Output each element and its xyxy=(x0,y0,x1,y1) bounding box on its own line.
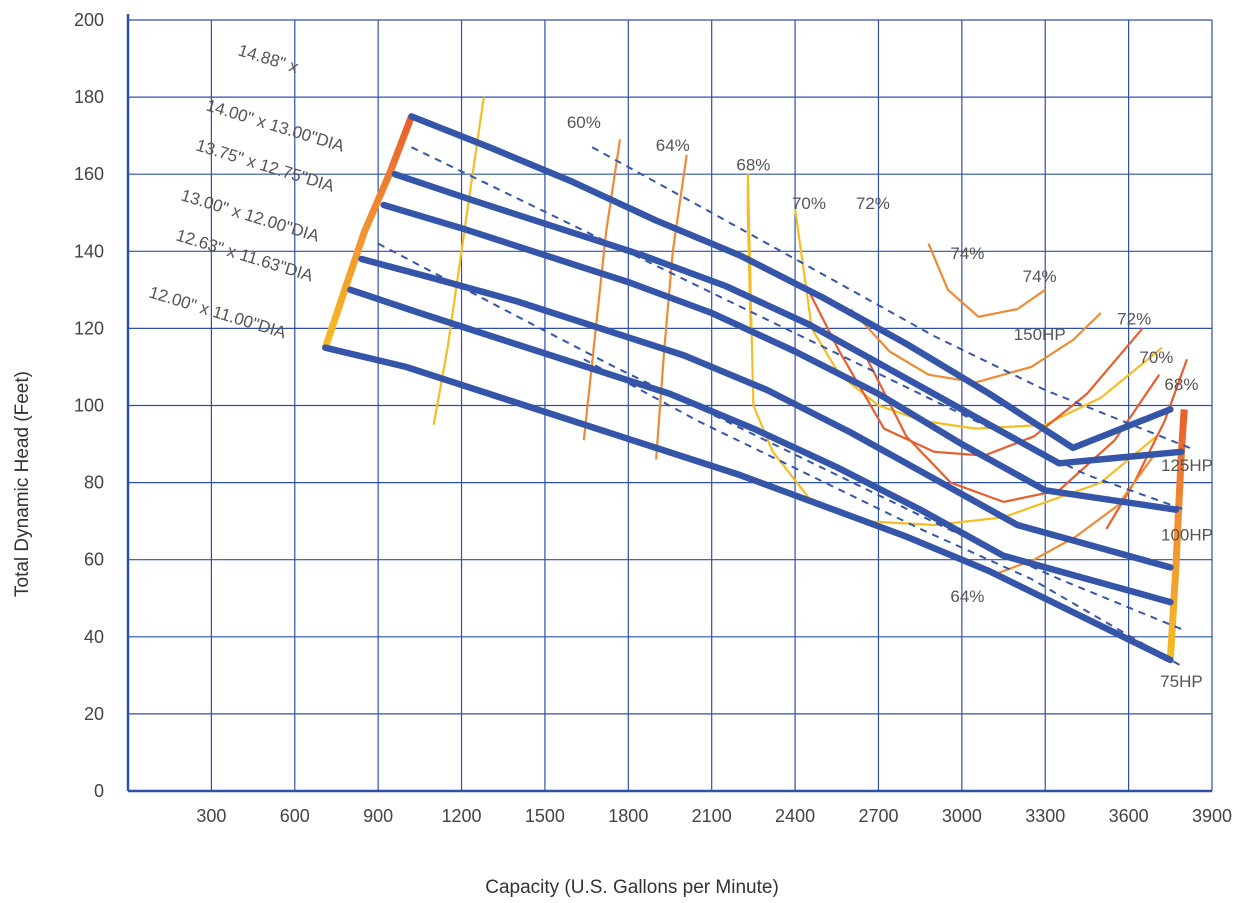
efficiency-label: 70% xyxy=(1139,348,1173,367)
impeller-curve xyxy=(391,170,1185,467)
efficiency-label: 68% xyxy=(1164,375,1198,394)
y-tick-label: 120 xyxy=(74,318,104,338)
y-tick-label: 100 xyxy=(74,396,104,416)
efficiency-curve xyxy=(582,139,622,441)
y-tick-label: 60 xyxy=(84,550,104,570)
efficiency-label: 72% xyxy=(1117,310,1151,329)
y-tick-label: 180 xyxy=(74,87,104,107)
efficiency-label: 74% xyxy=(950,244,984,263)
efficiency-curve xyxy=(746,173,1158,527)
y-axis-label: Total Dynamic Head (Feet) xyxy=(12,371,33,597)
x-tick-label: 1800 xyxy=(608,806,648,826)
x-tick-label: 900 xyxy=(363,806,393,826)
horsepower-label: 75HP xyxy=(1160,672,1203,691)
x-tick-label: 3000 xyxy=(942,806,982,826)
horsepower-lines xyxy=(377,146,1191,669)
y-tick-label: 160 xyxy=(74,164,104,184)
x-tick-label: 1500 xyxy=(525,806,565,826)
x-tick-label: 1200 xyxy=(442,806,482,826)
x-axis-label: Capacity (U.S. Gallons per Minute) xyxy=(485,877,779,898)
efficiency-curve xyxy=(927,243,1046,318)
efficiency-label: 64% xyxy=(656,136,690,155)
y-tick-label: 140 xyxy=(74,241,104,261)
efficiency-curve xyxy=(655,154,688,460)
head-range-bar xyxy=(321,115,415,349)
efficiency-label: 64% xyxy=(950,587,984,606)
efficiency-label: 72% xyxy=(856,194,890,213)
horsepower-line xyxy=(411,146,1185,511)
axes xyxy=(126,14,1212,793)
impeller-curve xyxy=(347,286,1174,606)
horsepower-line xyxy=(377,242,1182,631)
horsepower-label: 150HP xyxy=(1014,325,1066,344)
impeller-curve xyxy=(322,344,1174,664)
efficiency-curve xyxy=(432,96,485,425)
y-tick-label: 200 xyxy=(74,10,104,30)
y-tick-label: 20 xyxy=(84,704,104,724)
efficiency-label: 60% xyxy=(567,113,601,132)
y-tick-label: 0 xyxy=(94,781,104,801)
impeller-label: 12.00" x 11.00"DIA xyxy=(147,283,289,343)
horsepower-label: 125HP xyxy=(1161,456,1213,475)
x-tick-label: 2400 xyxy=(775,806,815,826)
impeller-curves xyxy=(322,113,1185,664)
efficiency-curve xyxy=(794,208,1163,430)
x-tick-label: 2100 xyxy=(692,806,732,826)
impeller-curve xyxy=(380,201,1180,513)
efficiency-curve xyxy=(866,358,1161,503)
y-tick-label: 40 xyxy=(84,627,104,647)
impeller-curve xyxy=(358,255,1174,571)
impeller-label-truncated: 14.88" x xyxy=(236,41,301,77)
y-tick-label: 80 xyxy=(84,473,104,493)
impeller-curve xyxy=(408,113,1174,452)
x-tick-label: 3600 xyxy=(1109,806,1149,826)
efficiency-curve xyxy=(992,451,1158,577)
x-tick-label: 3300 xyxy=(1025,806,1065,826)
efficiency-label: 74% xyxy=(1023,267,1057,286)
horsepower-line xyxy=(591,146,1191,449)
horsepower-label: 100HP xyxy=(1161,525,1213,544)
x-tick-label: 300 xyxy=(196,806,226,826)
curve-labels: 60% 64% 68% 70% 72% 74% 74% 72% 70% 68% 64% 150HP 12… xyxy=(147,41,1213,691)
efficiency-curve xyxy=(805,285,1144,457)
x-tick-label: 600 xyxy=(280,806,310,826)
tick-labels: 300 600 900 1200 1500 1800 2100 2400 2700 3000 330… xyxy=(74,10,1232,826)
x-tick-label: 2700 xyxy=(858,806,898,826)
horsepower-line xyxy=(583,358,1185,669)
x-tick-label: 3900 xyxy=(1192,806,1232,826)
efficiency-label: 68% xyxy=(736,155,770,174)
efficiency-label: 70% xyxy=(792,194,826,213)
